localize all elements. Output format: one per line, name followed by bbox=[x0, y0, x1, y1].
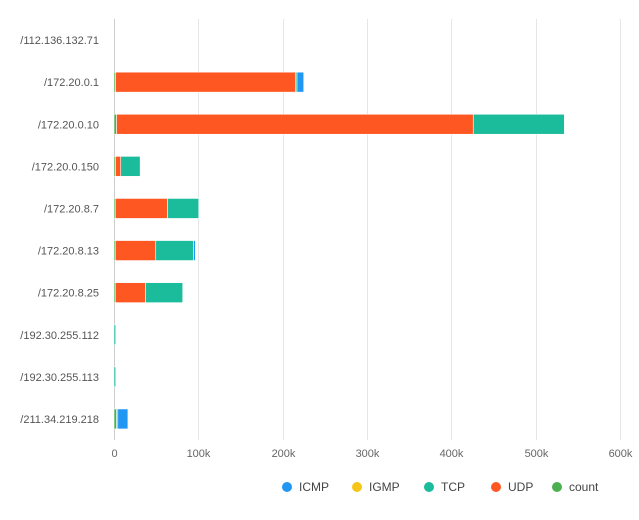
legend-label[interactable]: ICMP bbox=[299, 480, 329, 494]
bar-segment-udp[interactable] bbox=[116, 113, 474, 135]
bar-segment-tcp[interactable] bbox=[155, 240, 194, 261]
y-category-label: /211.34.219.218 bbox=[20, 414, 99, 426]
y-category-label: /112.136.132.71 bbox=[20, 35, 99, 47]
bar-segment-tcp[interactable] bbox=[472, 113, 565, 135]
bar-segment-tcp[interactable] bbox=[167, 198, 200, 219]
x-tick-label: 400k bbox=[440, 448, 464, 460]
bar-segment-count[interactable] bbox=[113, 408, 117, 430]
y-category-label: /172.20.8.7 bbox=[44, 203, 99, 215]
bar-segment-tcp[interactable] bbox=[113, 324, 116, 346]
x-tick-label: 200k bbox=[272, 448, 296, 460]
bar-segment-udp[interactable] bbox=[114, 198, 168, 219]
bar-segment-icmp[interactable] bbox=[117, 408, 129, 430]
y-category-label: /172.20.0.10 bbox=[38, 119, 99, 131]
bar-segment-count[interactable] bbox=[113, 113, 117, 135]
y-axis-labels: /112.136.132.71/172.20.0.1/172.20.0.10/1… bbox=[20, 35, 99, 426]
chart-legend: ICMP IGMP TCP UDP count bbox=[282, 480, 599, 494]
bar-segment-udp[interactable] bbox=[114, 282, 146, 303]
legend-label[interactable]: UDP bbox=[508, 480, 533, 494]
bar-segment-udp[interactable] bbox=[115, 71, 296, 93]
x-tick-label: 500k bbox=[525, 448, 549, 460]
legend-label[interactable]: IGMP bbox=[369, 480, 400, 494]
legend-label[interactable]: count bbox=[569, 480, 599, 494]
bar-series bbox=[113, 71, 565, 430]
x-tick-label: 600k bbox=[609, 448, 633, 460]
y-category-label: /172.20.0.1 bbox=[44, 77, 99, 89]
bar-segment-tcp[interactable] bbox=[113, 366, 116, 388]
legend-marker[interactable] bbox=[282, 482, 292, 492]
y-category-label: /192.30.255.112 bbox=[20, 330, 99, 342]
legend-marker[interactable] bbox=[491, 482, 501, 492]
y-category-label: /172.20.8.13 bbox=[38, 246, 99, 258]
x-tick-label: 100k bbox=[187, 448, 211, 460]
bar-segment-icmp[interactable] bbox=[193, 240, 196, 261]
x-tick-label: 0 bbox=[111, 448, 117, 460]
y-category-label: /172.20.0.150 bbox=[32, 161, 99, 173]
legend-marker[interactable] bbox=[424, 482, 434, 492]
legend-marker[interactable] bbox=[552, 482, 562, 492]
legend-marker[interactable] bbox=[352, 482, 362, 492]
y-category-label: /172.20.8.25 bbox=[38, 288, 99, 300]
bar-segment-tcp[interactable] bbox=[120, 156, 141, 177]
bar-segment-tcp[interactable] bbox=[145, 282, 184, 303]
bar-segment-udp[interactable] bbox=[115, 156, 122, 177]
y-category-label: /192.30.255.113 bbox=[20, 372, 99, 384]
x-axis-labels: 0 100k 200k 300k 400k 500k 600k bbox=[111, 448, 632, 460]
legend-label[interactable]: TCP bbox=[441, 480, 465, 494]
x-tick-label: 300k bbox=[356, 448, 380, 460]
bar-segment-icmp[interactable] bbox=[296, 71, 305, 93]
bar-segment-udp[interactable] bbox=[114, 240, 157, 261]
